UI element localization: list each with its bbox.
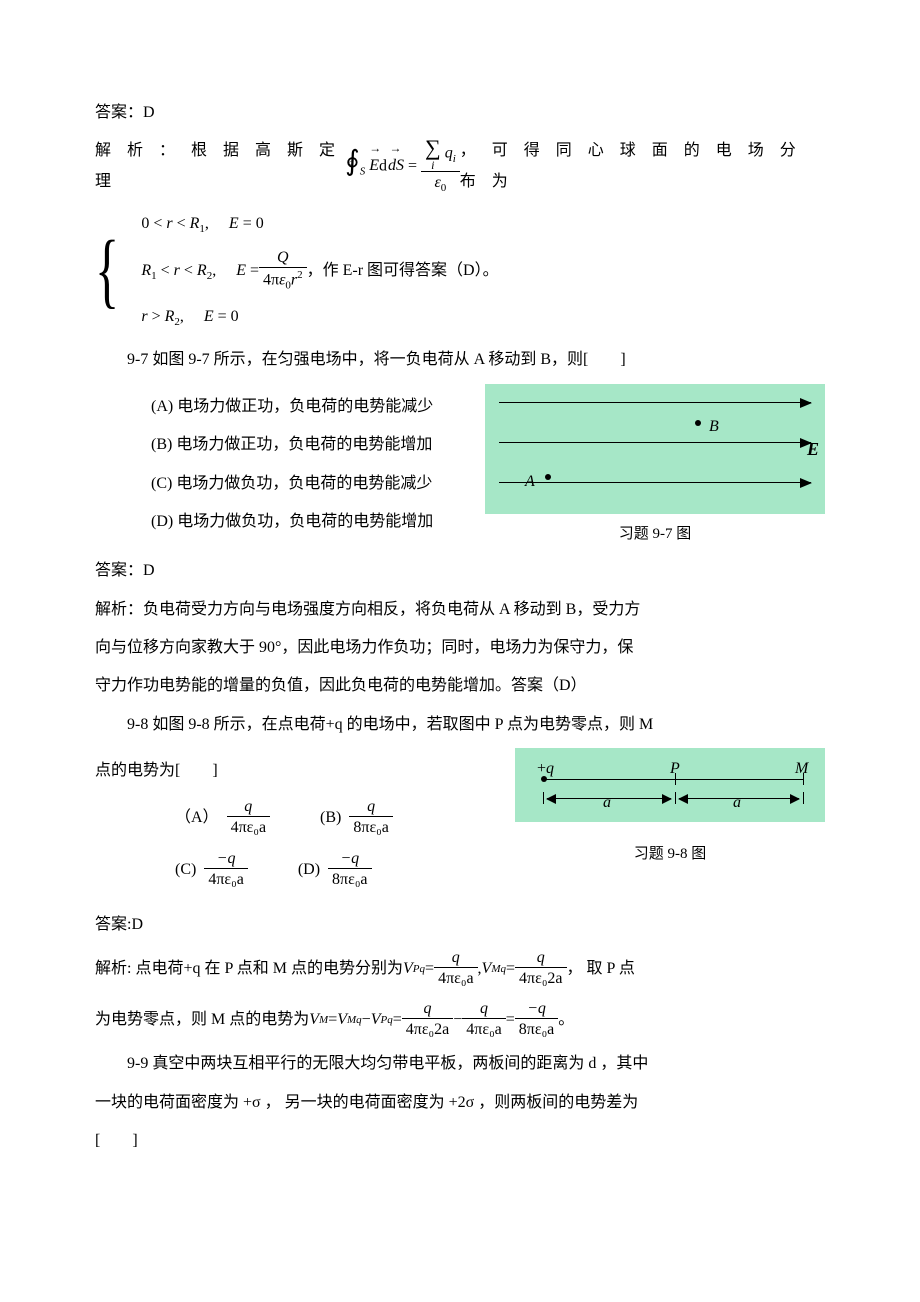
- answer-98: 答案:D: [95, 910, 825, 940]
- q97-row: (A) 电场力做正功，负电荷的电势能减少 (B) 电场力做正功，负电荷的电势能增…: [95, 384, 825, 549]
- q97-optB: (B) 电场力做正功，负电荷的电势能增加: [95, 430, 465, 460]
- sum-icon: ∑i: [425, 137, 441, 171]
- q98-opts-row1: （A） q4πε₀a (B) q8πε₀a: [175, 797, 495, 840]
- gauss-formula: ∮○S EddS = ∑i qi ε0: [345, 137, 460, 197]
- fig97-caption: 习题 9-7 图: [485, 520, 825, 549]
- fig97-diagram: A B E: [485, 384, 825, 514]
- answer-top: 答案：D: [95, 98, 825, 128]
- gauss-line: 解 析 ： 根 据 高 斯 定 理 ∮○S EddS = ∑i qi ε0 ， …: [95, 136, 825, 197]
- q99-l3: [ ]: [95, 1126, 825, 1156]
- q98-opts-row2: (C) −q4πε₀a (D) −q8πε₀a: [175, 849, 495, 892]
- point-A-dot: [545, 474, 551, 480]
- piecewise-frac: Q 4πε0r2: [259, 248, 307, 294]
- q97-optD: (D) 电场力做负功，负电荷的电势能增加: [95, 507, 465, 537]
- q98-optC: (C) −q4πε₀a: [175, 849, 248, 892]
- tick-M-bot: [803, 792, 804, 804]
- d: d: [379, 157, 387, 174]
- a2-label: a: [733, 788, 741, 818]
- exp97-l1: 解析：负电荷受力方向与电场强度方向相反，将负电荷从 A 移动到 B，受力方: [95, 595, 825, 625]
- gauss-frac: ∑i qi ε0: [421, 137, 460, 197]
- q98-optB: (B) q8πε₀a: [320, 797, 393, 840]
- fig98-box: ++qq P M a a 习题 9-8 图: [515, 748, 825, 869]
- tick-P-top: [675, 773, 676, 785]
- fig98-diagram: ++qq P M a a: [515, 748, 825, 822]
- field-arrow-2: [499, 442, 811, 443]
- fig97-box: A B E 习题 9-7 图: [485, 384, 825, 549]
- piecewise-row-3: r > R2, E = 0: [141, 302, 498, 333]
- exp98-l2: 为电势零点，则 M 点的电势为 VM = VMq − VPq = q4πε₀2a…: [95, 999, 825, 1042]
- tick-P-bot: [675, 792, 676, 804]
- q98-optA: （A） q4πε₀a: [175, 797, 270, 840]
- exp98-frac4: q4πε₀a: [462, 999, 505, 1042]
- q99-l1: 9-9 真空中两块互相平行的无限大均匀带电平板，两板间的距离为 d ，其中: [95, 1049, 825, 1079]
- exp98-l1: 解析: 点电荷+q 在 P 点和 M 点的电势分别为 VPq = q4πε₀a …: [95, 948, 825, 991]
- q98-stem-l2: 点的电势为[ ]: [95, 756, 495, 786]
- vec-E: E: [369, 151, 379, 181]
- exp97-l2: 向与位移方向家教大于 90°，因此电场力作负功；同时，电场力为保守力，保: [95, 633, 825, 663]
- field-arrow-1: [499, 402, 811, 403]
- vec-S: dS: [387, 151, 404, 181]
- oint-sub: S: [360, 166, 366, 178]
- eq: =: [408, 157, 421, 174]
- q99-l2: 一块的电荷面密度为 +σ ， 另一块的电荷面密度为 +2σ ，则两板间的电势差为: [95, 1088, 825, 1118]
- piecewise-tail: ，作 E-r 图可得答案（D）。: [307, 256, 499, 286]
- point-B-label: B: [709, 412, 719, 442]
- piecewise-row-2: R1 < r < R2, E = Q 4πε0r2 ，作 E-r 图可得答案（D…: [141, 248, 498, 294]
- q98-stem-l1: 9-8 如图 9-8 所示，在点电荷+q 的电场中，若取图中 P 点为电势零点，…: [95, 710, 825, 740]
- E-label: E: [807, 432, 819, 466]
- exp98-frac3: q4πε₀2a: [402, 999, 453, 1042]
- tick-q-bot: [543, 792, 544, 804]
- oint-symbol: ∮○: [345, 148, 360, 176]
- a1-label: a: [603, 788, 611, 818]
- point-A-label: A: [525, 467, 535, 497]
- piecewise-block: { 0 < r < R1, E = 0 R1 < r < R2, E = Q 4…: [95, 205, 825, 337]
- exp98-frac1: q4πε₀a: [434, 948, 477, 991]
- top-line: [545, 779, 803, 780]
- q98-optD: (D) −q8πε₀a: [298, 849, 372, 892]
- fig98-caption: 习题 9-8 图: [515, 840, 825, 869]
- exp98-frac2: q4πε₀2a: [515, 948, 566, 991]
- q97-optC: (C) 电场力做负功，负电荷的电势能减少: [95, 469, 465, 499]
- piecewise-row-1: 0 < r < R1, E = 0: [141, 209, 498, 240]
- answer-97: 答案：D: [95, 556, 825, 586]
- gauss-suffix: ， 可 得 同 心 球 面 的 电 场 分 布 为: [460, 136, 825, 197]
- q97-stem: 9-7 如图 9-7 所示，在匀强电场中，将一负电荷从 A 移动到 B，则[ ]: [95, 345, 825, 375]
- gauss-prefix: 解 析 ： 根 据 高 斯 定 理: [95, 136, 345, 197]
- q98-row: 点的电势为[ ] （A） q4πε₀a (B) q8πε₀a (C) −q4πε…: [95, 748, 825, 902]
- brace-icon: {: [95, 229, 119, 313]
- point-B-dot: [695, 420, 701, 426]
- q97-optA: (A) 电场力做正功，负电荷的电势能减少: [95, 392, 465, 422]
- tick-M-top: [803, 773, 804, 785]
- exp98-frac5: −q8πε₀a: [515, 999, 558, 1042]
- field-arrow-3: [499, 482, 811, 483]
- exp97-l3: 守力作功电势能的增量的负值，因此负电荷的电势能增加。答案（D）: [95, 671, 825, 701]
